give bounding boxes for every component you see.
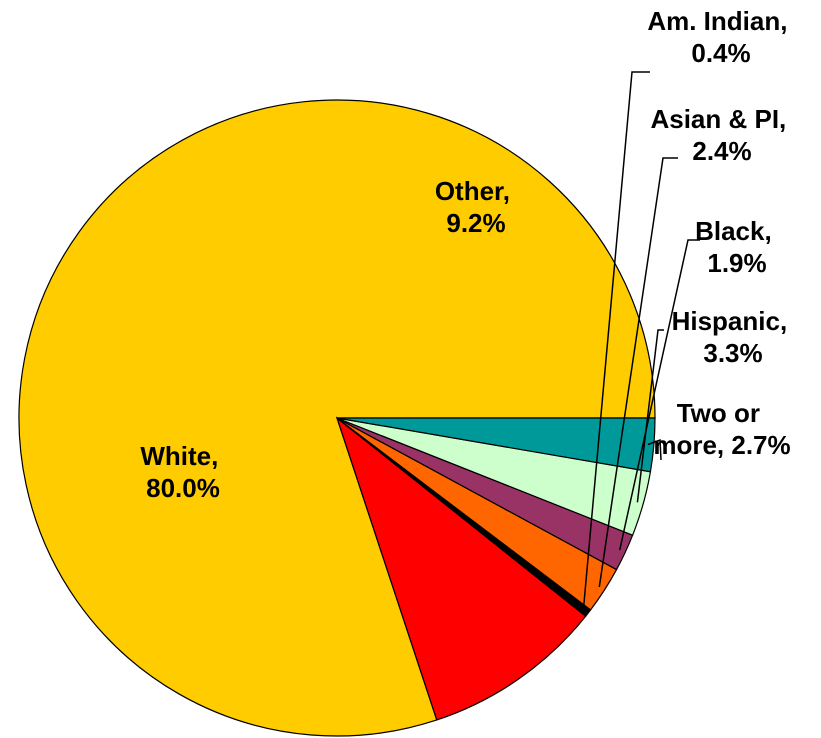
label-am-indian: Am. Indian, 0.4% bbox=[647, 6, 794, 68]
pie-slice-two-or-more bbox=[336, 417, 656, 473]
label-other: Other, 9.2% bbox=[435, 176, 517, 238]
label-black: Black, 1.9% bbox=[695, 216, 779, 278]
label-two-or-more: Two or more, 2.7% bbox=[653, 398, 790, 460]
leader-line-two-or-more bbox=[647, 438, 662, 461]
pie-slice-white bbox=[18, 99, 656, 737]
label-hispanic: Hispanic, 3.3% bbox=[672, 306, 795, 368]
label-asian-pi: Asian & PI, 2.4% bbox=[650, 104, 793, 166]
pie-slice-other bbox=[335, 416, 587, 721]
label-white: White, 80.0% bbox=[140, 441, 225, 503]
leader-line-asian-pi bbox=[598, 157, 678, 588]
pie-slices bbox=[18, 99, 656, 737]
leader-line-am-indian bbox=[582, 71, 650, 610]
slice-labels: White, 80.0% Other, 9.2% Am. Indian, 0.4… bbox=[140, 6, 795, 503]
leader-line-black bbox=[618, 239, 700, 551]
leader-lines bbox=[582, 71, 700, 610]
leader-line-hispanic bbox=[636, 329, 664, 503]
